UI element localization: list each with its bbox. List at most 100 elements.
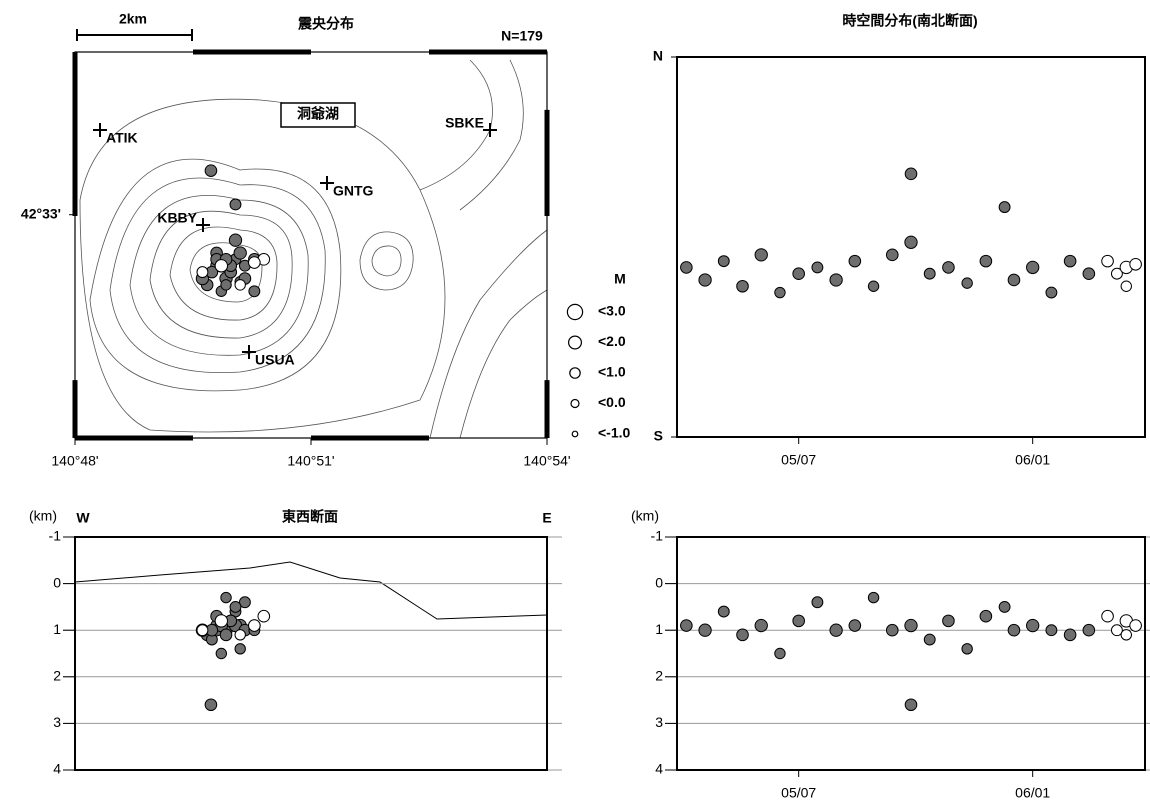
station-marker (483, 123, 497, 137)
event-point (1110, 624, 1123, 637)
event-point (248, 285, 261, 298)
chart-title: 震央分布 (297, 16, 354, 32)
event-point (811, 261, 824, 274)
x-end-label: E (542, 510, 551, 526)
count-note: N=179 (501, 28, 543, 44)
event-point (717, 605, 730, 618)
event-point (214, 259, 228, 273)
chart-title: 東西断面 (282, 509, 338, 525)
legend-symbol (571, 430, 579, 438)
legend-symbol (569, 367, 581, 379)
event-point (829, 273, 843, 287)
y-tick-label: 4 (53, 761, 61, 777)
event-point (867, 591, 880, 604)
event-point (904, 167, 918, 181)
event-point (215, 647, 228, 660)
event-point (698, 273, 712, 287)
x-tick-label: 140°51' (287, 453, 334, 469)
y-tick-label: 2 (53, 668, 61, 684)
y-tick-label: 4 (655, 761, 663, 777)
event-point (1045, 624, 1058, 637)
y-tick-label: -1 (651, 528, 664, 544)
y-tick-label: N (653, 48, 663, 64)
y-tick-label: 0 (53, 574, 61, 590)
event-point (1007, 623, 1021, 637)
event-point (204, 698, 218, 712)
event-point (885, 623, 899, 637)
event-point (904, 618, 918, 633)
x-tick-label: 06/01 (1015, 785, 1050, 801)
station-marker (242, 345, 256, 359)
event-point (1063, 254, 1077, 268)
event-point (1007, 273, 1021, 287)
x-tick-label: 140°54' (523, 453, 570, 469)
event-point (961, 643, 973, 655)
legend-label: <0.0 (598, 394, 626, 410)
legend-label: <3.0 (598, 303, 626, 319)
x-tick-label: 140°48' (51, 453, 98, 469)
event-point (1101, 609, 1114, 623)
event-point (257, 609, 271, 623)
y-tick-label: 42°33' (21, 205, 61, 221)
legend-label: <-1.0 (598, 425, 631, 441)
plot-frame (74, 536, 548, 771)
legend-label: <2.0 (598, 333, 626, 349)
event-point (680, 619, 693, 632)
event-point (196, 624, 209, 637)
event-point (1129, 257, 1142, 271)
chart-title: 時空間分布(南北断面) (842, 13, 977, 29)
event-point (717, 255, 730, 268)
event-point (220, 279, 232, 291)
event-point (1120, 280, 1132, 292)
event-point (1026, 618, 1040, 633)
lake-label: 洞爺湖 (297, 106, 339, 122)
y-tick-label: 3 (655, 714, 663, 730)
station-marker (93, 123, 107, 137)
event-point (792, 614, 805, 628)
y-tick-label: 0 (655, 574, 663, 590)
event-point (736, 279, 749, 293)
event-point (754, 248, 768, 262)
event-point (848, 619, 862, 632)
station-marker (196, 218, 210, 232)
event-point (219, 628, 233, 642)
plot-frame (676, 536, 1146, 771)
y-tick-label: 2 (655, 668, 663, 684)
event-point (1101, 254, 1114, 268)
event-point (979, 609, 993, 623)
event-point (923, 633, 936, 646)
y-tick-label: 1 (53, 621, 61, 637)
event-point (867, 280, 880, 292)
x-tick-label: 05/07 (781, 452, 816, 468)
legend-symbol (570, 398, 580, 409)
station-label: SBKE (445, 115, 484, 131)
station-label: ATIK (106, 130, 138, 146)
y-axis-label: (km) (29, 508, 57, 524)
event-point (204, 164, 218, 177)
event-point (923, 267, 936, 280)
event-point (234, 629, 246, 641)
event-point (196, 266, 209, 279)
station-label: USUA (255, 352, 295, 368)
event-point (680, 261, 693, 274)
event-point (1063, 628, 1077, 642)
legend-label: <1.0 (598, 364, 626, 380)
x-tick-label: 05/07 (781, 785, 816, 801)
event-point (792, 267, 805, 280)
event-point (248, 256, 261, 269)
event-point (698, 623, 712, 637)
event-point (228, 233, 243, 247)
event-point (979, 254, 993, 268)
event-point (234, 643, 246, 655)
topography-profile (74, 561, 548, 620)
map-contours (79, 59, 548, 439)
station-label: GNTG (333, 183, 374, 199)
y-tick-label: 1 (655, 621, 663, 637)
event-point (1110, 267, 1123, 280)
event-point (1082, 623, 1096, 637)
y-tick-label: 3 (53, 714, 61, 730)
event-point (754, 618, 768, 633)
event-point (942, 261, 955, 274)
station-marker (320, 176, 334, 190)
